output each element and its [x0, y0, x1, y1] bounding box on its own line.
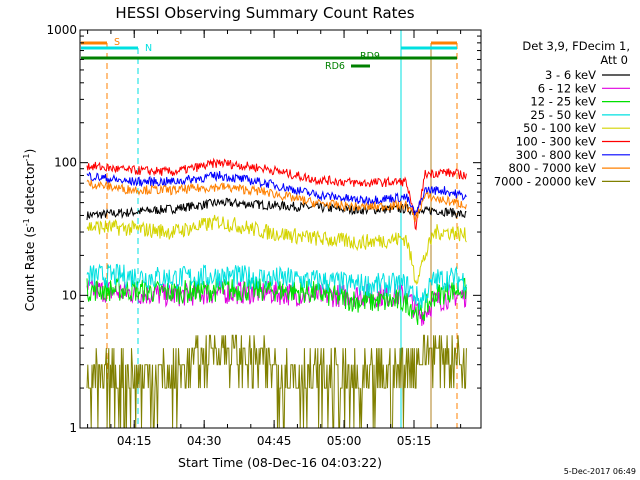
- x-tick-label: 04:30: [187, 434, 222, 448]
- series-line-1: [86, 197, 467, 221]
- series-line-4: [86, 263, 467, 310]
- legend-label-7: 300 - 800 keV: [516, 148, 596, 162]
- legend-label-3: 12 - 25 keV: [530, 95, 596, 109]
- x-tick-label: 04:15: [117, 434, 152, 448]
- series-line-9: [86, 334, 467, 429]
- series-line-2: [86, 278, 467, 326]
- annotation-rd6: RD6: [325, 61, 345, 72]
- y-tick-label: 100: [54, 156, 77, 170]
- annotation-n: N: [145, 43, 152, 54]
- legend-label-5: 50 - 100 keV: [523, 121, 596, 135]
- y-tick-label: 1: [69, 421, 77, 435]
- legend-header-line1: Det 3,9, FDecim 1,: [522, 39, 630, 53]
- series-line-8: [86, 179, 467, 223]
- x-tick-label: 05:00: [327, 434, 362, 448]
- timestamp: 5-Dec-2017 06:49: [564, 467, 636, 476]
- series-line-5: [86, 214, 467, 286]
- chart-title: HESSI Observing Summary Count Rates: [115, 4, 414, 22]
- legend-header-line2: Att 0: [600, 53, 628, 67]
- x-axis-label: Start Time (08-Dec-16 04:03:22): [178, 455, 382, 470]
- series-group: [86, 157, 467, 429]
- y-tick-label: 1000: [46, 23, 77, 37]
- series-line-7: [86, 171, 467, 216]
- legend-label-6: 100 - 300 keV: [516, 135, 596, 149]
- y-tick-label: 10: [62, 288, 77, 302]
- legend-label-8: 800 - 7000 keV: [508, 161, 596, 175]
- x-tick-label: 04:45: [257, 434, 292, 448]
- legend-label-2: 6 - 12 keV: [538, 81, 596, 95]
- plot-frame: [79, 29, 482, 429]
- y-axis-label: Count Rate (s-1 detector-1): [22, 149, 37, 312]
- annotation-rd9: RD9: [360, 51, 380, 62]
- x-axis: 04:15 04:30 04:45 05:00 05:15: [87, 30, 462, 448]
- annotation-s: S: [114, 37, 120, 48]
- y-axis: 1 10 100 1000: [46, 23, 481, 435]
- legend-label-9: 7000 - 20000 keV: [494, 174, 596, 188]
- plot-area: S N RD9 RD6 1 10 100 1000 04:15 04:30 04:45 05:00…: [46, 23, 482, 448]
- legend-label-1: 3 - 6 keV: [545, 68, 596, 82]
- series-line-6: [86, 157, 467, 231]
- series-line-3: [86, 277, 467, 325]
- legend-label-4: 25 - 50 keV: [530, 108, 596, 122]
- x-tick-label: 05:15: [397, 434, 432, 448]
